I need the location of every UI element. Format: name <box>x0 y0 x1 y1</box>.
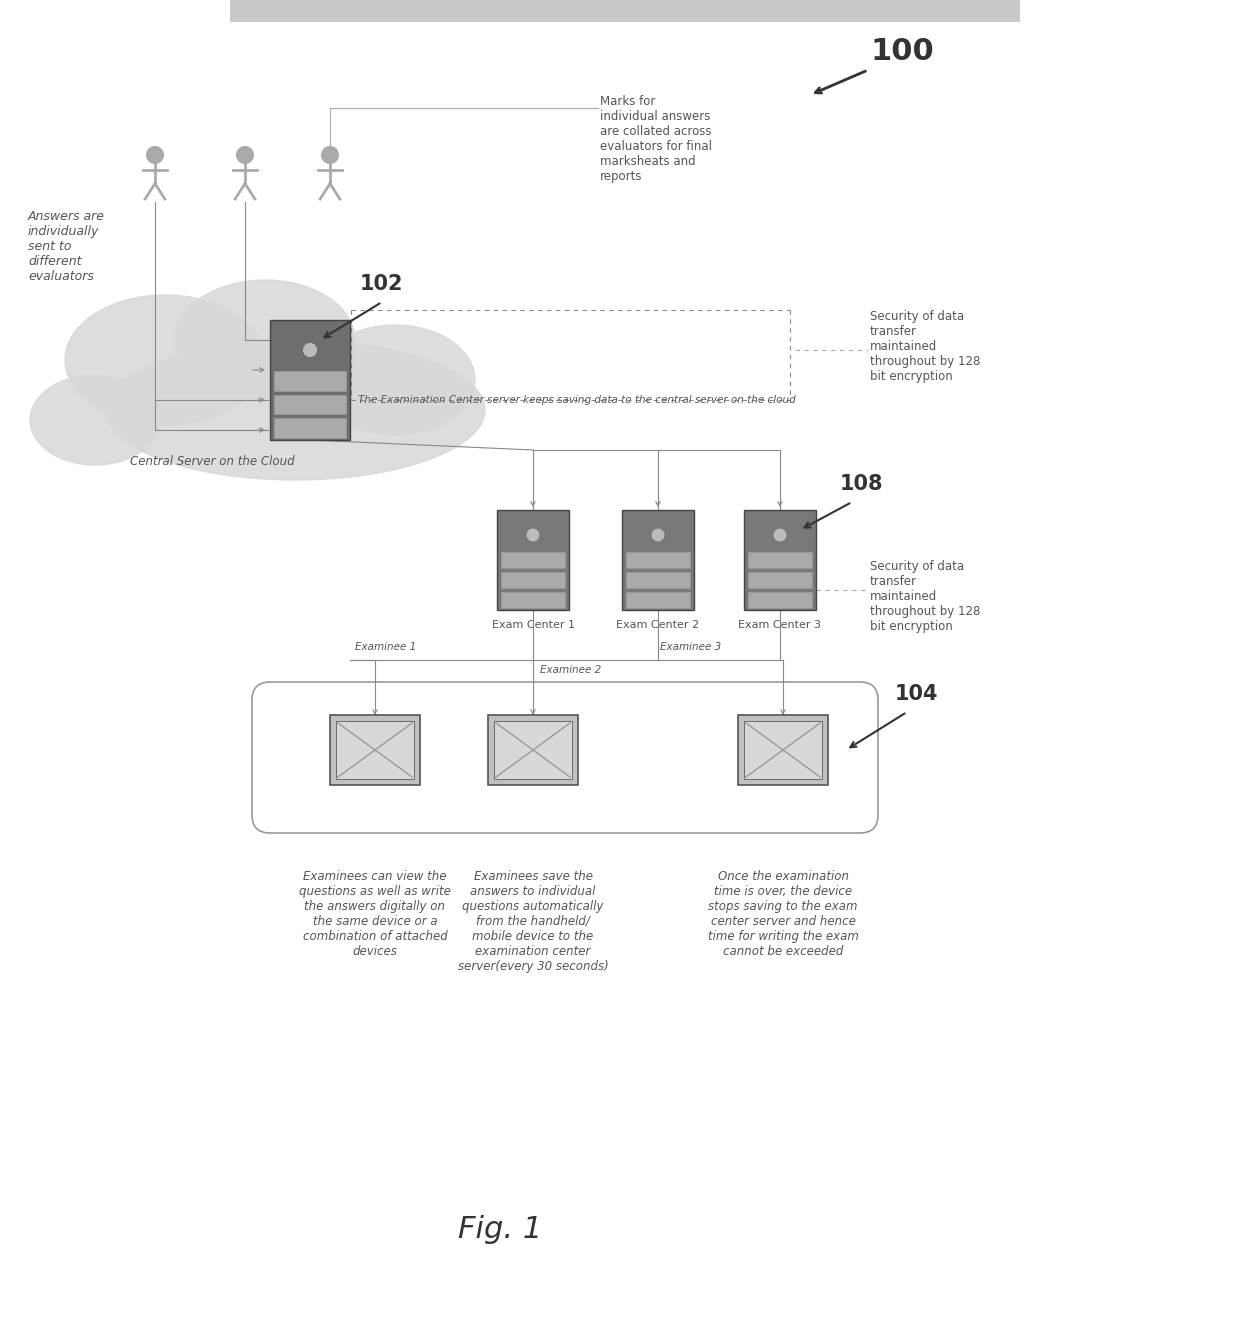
Text: Fig. 1: Fig. 1 <box>458 1216 542 1245</box>
Circle shape <box>146 146 164 164</box>
Ellipse shape <box>315 324 475 435</box>
Bar <box>748 572 812 588</box>
Text: 100: 100 <box>870 37 934 66</box>
Bar <box>274 418 346 438</box>
Bar <box>501 551 565 568</box>
Circle shape <box>304 344 316 356</box>
Text: Examinee 3: Examinee 3 <box>660 642 722 652</box>
Bar <box>497 510 569 609</box>
Bar <box>501 572 565 588</box>
Text: The Examination Center server keeps saving data to the central server on the clo: The Examination Center server keeps savi… <box>358 394 796 405</box>
Ellipse shape <box>64 295 265 425</box>
Ellipse shape <box>105 340 485 480</box>
Ellipse shape <box>30 375 160 466</box>
Bar <box>622 510 694 609</box>
Circle shape <box>774 529 786 541</box>
Text: Exam Center 1: Exam Center 1 <box>491 620 574 630</box>
Text: Exam Center 2: Exam Center 2 <box>616 620 699 630</box>
Bar <box>489 715 578 785</box>
Circle shape <box>237 146 253 164</box>
Circle shape <box>321 146 339 164</box>
Text: Once the examination
time is over, the device
stops saving to the exam
center se: Once the examination time is over, the d… <box>708 871 858 958</box>
Text: Central Server on the Cloud: Central Server on the Cloud <box>130 455 295 468</box>
Bar <box>274 394 346 414</box>
Bar <box>626 572 689 588</box>
Bar <box>274 371 346 390</box>
Text: Answers are
individually
sent to
different
evaluators: Answers are individually sent to differe… <box>29 210 105 284</box>
Circle shape <box>527 529 538 541</box>
Text: Examinees can view the
questions as well as write
the answers digitally on
the s: Examinees can view the questions as well… <box>299 871 451 958</box>
Text: Examinee 1: Examinee 1 <box>355 642 417 652</box>
Text: 108: 108 <box>839 474 883 495</box>
Bar <box>626 592 689 608</box>
Text: Examinee 2: Examinee 2 <box>539 665 601 675</box>
Bar <box>744 510 816 609</box>
Bar <box>336 721 414 780</box>
Bar <box>229 0 1021 22</box>
Bar <box>330 715 420 785</box>
Text: Exam Center 3: Exam Center 3 <box>739 620 821 630</box>
Bar <box>494 721 572 780</box>
Text: Marks for
individual answers
are collated across
evaluators for final
marksheats: Marks for individual answers are collate… <box>600 95 712 183</box>
Bar <box>738 715 828 785</box>
Ellipse shape <box>175 280 355 400</box>
Bar <box>501 592 565 608</box>
Text: Security of data
transfer
maintained
throughout by 128
bit encryption: Security of data transfer maintained thr… <box>870 310 981 383</box>
Bar <box>748 551 812 568</box>
Bar <box>626 551 689 568</box>
Text: Security of data
transfer
maintained
throughout by 128
bit encryption: Security of data transfer maintained thr… <box>870 561 981 633</box>
Text: 104: 104 <box>895 685 939 704</box>
Text: 102: 102 <box>360 274 403 294</box>
Bar <box>748 592 812 608</box>
Circle shape <box>652 529 663 541</box>
Bar <box>744 721 822 780</box>
Bar <box>270 321 350 441</box>
Text: Examinees save the
answers to individual
questions automatically
from the handhe: Examinees save the answers to individual… <box>458 871 609 973</box>
